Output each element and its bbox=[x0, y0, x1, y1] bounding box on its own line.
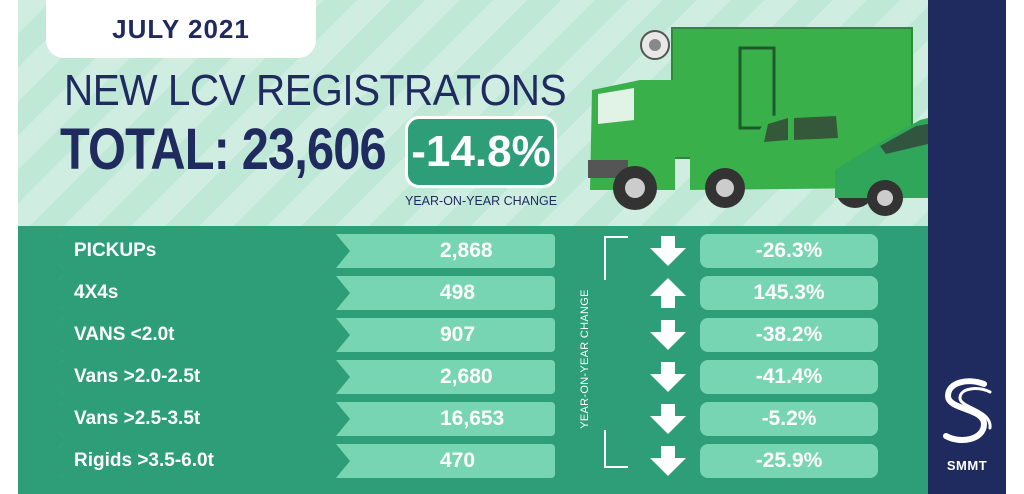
row-category-label: Rigids >3.5-6.0t bbox=[74, 450, 214, 471]
arrow-down-icon bbox=[650, 236, 686, 266]
row-category-tab bbox=[60, 276, 350, 310]
arrow-down-icon bbox=[650, 446, 686, 476]
row-category-label: Vans >2.0-2.5t bbox=[74, 366, 201, 387]
yoy-side-label: YEAR-ON-YEAR CHANGE bbox=[579, 289, 591, 429]
row-category-tab bbox=[60, 444, 350, 478]
total-registrations: TOTAL: 23,606 bbox=[60, 117, 387, 182]
row-change-badge: -25.9% bbox=[700, 444, 878, 478]
row-category-label: PICKUPs bbox=[74, 240, 157, 261]
van-icon bbox=[835, 118, 928, 216]
category-row: Rigids >3.5-6.0t 470 bbox=[60, 444, 555, 478]
row-change-badge: -5.2% bbox=[700, 402, 878, 436]
smmt-logo-text: SMMT bbox=[946, 458, 988, 473]
overall-change-value: -14.8% bbox=[411, 127, 551, 176]
row-registration-value: 907 bbox=[440, 323, 476, 346]
row-category-tab bbox=[60, 234, 350, 268]
category-row: Vans >2.5-3.5t 16,653 bbox=[60, 402, 555, 436]
arrow-down-icon bbox=[650, 320, 686, 350]
overall-change-badge: -14.8% bbox=[405, 116, 557, 188]
smmt-logo-icon bbox=[943, 378, 992, 443]
yoy-label-background bbox=[595, 280, 611, 430]
category-row: VANS <2.0t 907 bbox=[60, 318, 555, 352]
row-registration-value: 16,653 bbox=[440, 407, 505, 430]
row-category-label: VANS <2.0t bbox=[74, 324, 175, 345]
vehicles-illustration bbox=[588, 27, 928, 216]
row-change-badge: -41.4% bbox=[700, 360, 878, 394]
row-category-label: 4X4s bbox=[74, 282, 119, 303]
row-category-tab bbox=[60, 402, 350, 436]
row-category-tab bbox=[60, 360, 350, 394]
page-title: NEW LCV REGISTRATONS bbox=[64, 66, 567, 115]
overall-change-caption: YEAR-ON-YEAR CHANGE bbox=[405, 194, 558, 208]
row-category-label: Vans >2.5-3.5t bbox=[74, 408, 201, 429]
row-change-badge: 145.3% bbox=[700, 276, 878, 310]
row-registration-value: 470 bbox=[440, 449, 476, 472]
category-row: PICKUPs 2,868 bbox=[60, 234, 555, 268]
truck-icon bbox=[588, 27, 913, 210]
category-row: Vans >2.0-2.5t 2,680 bbox=[60, 360, 555, 394]
row-registration-value: 2,868 bbox=[440, 239, 493, 262]
category-row: 4X4s 498 bbox=[60, 276, 555, 310]
row-change-badge: -38.2% bbox=[700, 318, 878, 352]
arrow-up-icon bbox=[650, 278, 686, 308]
row-registration-value: 498 bbox=[440, 281, 476, 304]
arrow-down-icon bbox=[650, 404, 686, 434]
row-registration-value: 2,680 bbox=[440, 365, 493, 388]
row-category-tab bbox=[60, 318, 350, 352]
date-badge: JULY 2021 bbox=[46, 0, 316, 58]
right-margin bbox=[1006, 0, 1024, 494]
date-text: JULY 2021 bbox=[112, 13, 250, 44]
arrow-down-icon bbox=[650, 362, 686, 392]
row-change-badge: -26.3% bbox=[700, 234, 878, 268]
